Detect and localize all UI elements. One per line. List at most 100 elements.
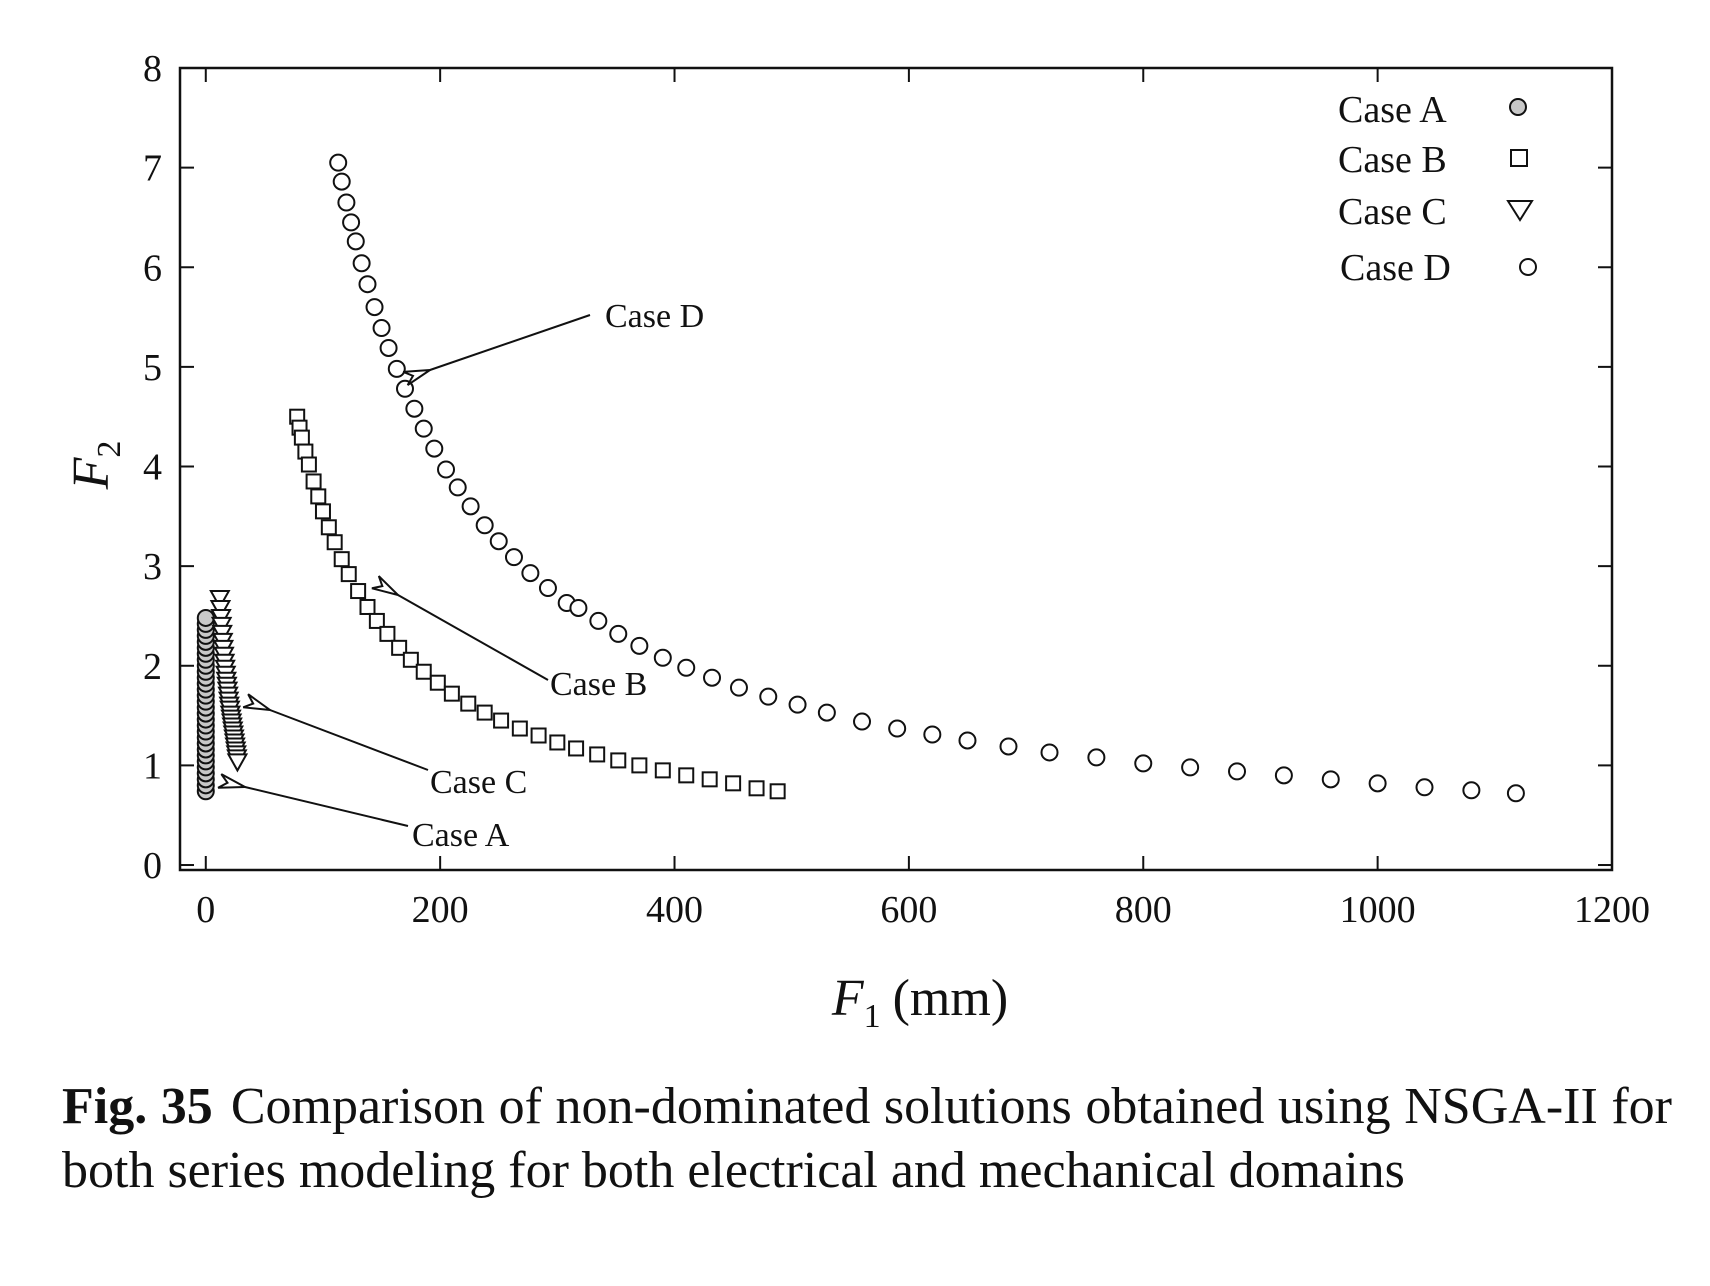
chart-figure: 0 200 400 600 800 1000 1200 0 1 2 3 4 5 6 7 8 Case D Ca… <box>63 48 1650 1035</box>
data-point-case-b <box>297 443 314 460</box>
data-point-case-d <box>538 579 557 598</box>
legend-marker-case-a <box>1509 98 1527 116</box>
data-point-case-b <box>589 746 606 763</box>
data-point-case-b <box>350 583 367 600</box>
legend-marker-case-c <box>1506 200 1534 222</box>
data-point-case-b <box>493 712 510 729</box>
annotation-case-c: Case C <box>430 764 527 801</box>
data-point-case-d <box>1040 743 1059 762</box>
data-point-case-b <box>293 429 310 446</box>
data-point-case-d <box>372 319 391 338</box>
data-point-case-d <box>589 611 608 630</box>
x-tick-label: 0 <box>196 889 215 931</box>
data-point-case-b <box>725 775 742 792</box>
series-layer <box>196 153 1525 803</box>
data-point-case-b <box>568 740 585 757</box>
y-tick-label: 8 <box>143 48 162 90</box>
data-point-case-d <box>703 668 722 687</box>
data-point-case-d <box>352 254 371 273</box>
data-point-case-d <box>342 213 361 232</box>
data-point-case-d <box>425 439 444 458</box>
data-point-case-b <box>379 625 396 642</box>
data-point-case-d <box>358 275 377 294</box>
data-point-case-d <box>788 695 807 714</box>
data-point-case-d <box>958 731 977 750</box>
y-tick-label: 0 <box>143 845 162 887</box>
data-point-case-d <box>999 737 1018 756</box>
legend-label-case-c: Case C <box>1338 191 1447 233</box>
data-point-case-c <box>209 590 231 610</box>
data-point-case-d <box>653 648 672 667</box>
x-tick-label: 1000 <box>1340 889 1416 931</box>
x-axis-title: F1 (mm) <box>831 970 1008 1035</box>
data-point-case-d <box>853 712 872 731</box>
x-tick-label: 400 <box>646 889 703 931</box>
data-point-case-b <box>326 534 343 551</box>
data-point-case-b <box>769 783 786 800</box>
data-point-case-d <box>923 725 942 744</box>
series-case-a <box>196 608 215 801</box>
y-tick-label: 2 <box>143 646 162 688</box>
data-point-case-b <box>391 639 408 656</box>
data-point-case-d <box>346 232 365 251</box>
series-case-c <box>209 590 249 773</box>
x-tick-label: 600 <box>880 889 937 931</box>
data-point-case-b <box>460 695 477 712</box>
data-point-case-b <box>340 566 357 583</box>
data-point-case-b <box>314 503 331 520</box>
data-point-case-d <box>888 719 907 738</box>
data-point-case-d <box>504 548 523 567</box>
data-point-case-d <box>379 338 398 357</box>
data-point-case-d <box>332 172 351 191</box>
annotations: Case D Case B Case C Case A <box>245 298 704 854</box>
annotation-arrow-case-d <box>430 314 591 370</box>
data-point-case-d <box>395 379 414 398</box>
data-point-case-d <box>729 678 748 697</box>
data-point-case-b <box>549 734 566 751</box>
x-tick-label: 1200 <box>1574 889 1650 931</box>
series-case-d <box>329 153 1525 803</box>
annotation-case-a: Case A <box>412 817 510 854</box>
data-point-case-b <box>415 663 432 680</box>
data-point-case-b <box>530 727 547 744</box>
annotation-case-d: Case D <box>605 298 704 335</box>
y-tick-label: 3 <box>143 546 162 588</box>
data-point-case-b <box>654 762 671 779</box>
data-point-case-d <box>1087 748 1106 767</box>
data-point-case-d <box>414 419 433 438</box>
data-point-case-d <box>1228 762 1247 781</box>
data-point-case-b <box>610 752 627 769</box>
data-point-case-d <box>1134 754 1153 773</box>
data-point-case-d <box>365 298 384 317</box>
data-point-case-b <box>320 519 337 536</box>
data-point-case-b <box>305 473 322 490</box>
caption-text: Comparison of non-dominated solutions ob… <box>62 1078 1672 1200</box>
data-point-case-a <box>196 608 215 627</box>
data-point-case-b <box>359 598 376 615</box>
data-point-case-d <box>448 478 467 497</box>
y-tick-label: 1 <box>143 745 162 787</box>
annotation-case-b: Case B <box>550 666 647 703</box>
data-point-case-b <box>631 757 648 774</box>
data-point-case-b <box>511 720 528 737</box>
x-tick-label: 200 <box>412 889 469 931</box>
annotation-arrow-case-c <box>270 710 429 771</box>
data-point-case-d <box>387 359 406 378</box>
data-point-case-d <box>677 658 696 677</box>
data-point-case-d <box>817 703 836 722</box>
data-point-case-d <box>489 532 508 551</box>
data-point-case-d <box>1321 770 1340 789</box>
figure-caption: Fig. 35 Comparison of non-dominated solut… <box>62 1075 1672 1204</box>
legend-label-case-d: Case D <box>1340 247 1451 289</box>
data-point-case-d <box>759 687 778 706</box>
data-point-case-d <box>437 460 456 479</box>
data-point-case-d <box>337 193 356 212</box>
data-point-case-c <box>226 753 249 773</box>
y-tick-label: 7 <box>143 148 162 190</box>
data-point-case-d <box>521 564 540 583</box>
data-point-case-b <box>402 651 419 668</box>
data-point-case-d <box>1274 766 1293 785</box>
legend-marker-case-d <box>1519 258 1537 276</box>
data-point-case-d <box>1462 781 1481 800</box>
plot-area <box>178 66 1614 872</box>
